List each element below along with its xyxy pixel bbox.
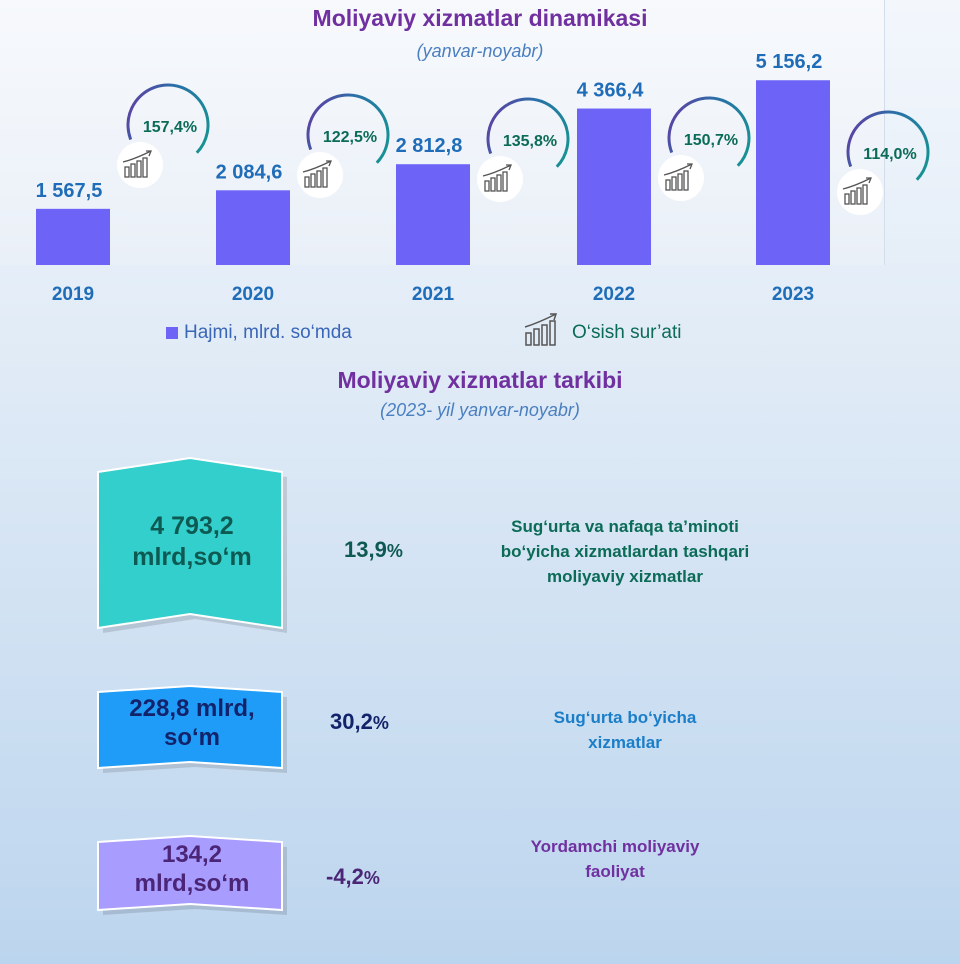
bar-value-label-2021: 2 812,8 <box>396 135 463 157</box>
bar-2023 <box>756 80 830 265</box>
growth-icon-bg-2023 <box>837 169 883 215</box>
bar-value-label-2023: 5 156,2 <box>756 51 823 73</box>
legend-volume-label: Hajmi, mlrd. so‘mda <box>184 322 352 343</box>
bar-growth-icon <box>122 150 152 178</box>
card-1-value: 4 793,2 mlrd,so‘m <box>132 512 252 571</box>
card-3-label: Yordamchi moliyaviy faoliyat <box>530 837 700 881</box>
structure-subtitle: (2023- yil yanvar-noyabr) <box>380 400 580 420</box>
bar-growth-icon <box>842 177 872 205</box>
bar-growth-icon <box>482 164 512 192</box>
growth-label-2023: 114,0% <box>863 146 916 163</box>
legend-growth-icon <box>524 313 558 346</box>
card-1-change: 13,9% <box>344 537 403 562</box>
year-label-2019: 2019 <box>52 284 94 305</box>
year-label-2023: 2023 <box>772 284 814 305</box>
bar-chart: 1 567,5 2019 157,4% 2 084,6 2020 122,5% 2 812,… <box>36 51 930 305</box>
structure-card-1: 4 793,2 mlrd,so‘m <box>96 456 288 634</box>
chart-subtitle: (yanvar-noyabr) <box>416 41 544 61</box>
card-1-label: Sug‘urta va nafaqa ta’minoti bo‘yicha xi… <box>500 517 750 586</box>
bar-2019 <box>36 208 110 265</box>
year-label-2022: 2022 <box>593 284 635 305</box>
growth-ring-2023 <box>846 110 930 194</box>
growth-icon-bg-2019 <box>117 142 163 188</box>
growth-icon-bg-2022 <box>658 155 704 201</box>
bar-value-label-2020: 2 084,6 <box>216 161 283 183</box>
growth-label-2022: 150,7% <box>684 132 738 149</box>
structure-title: Moliyaviy xizmatlar tarkibi <box>337 367 623 393</box>
card-3-change: -4,2% <box>326 864 380 889</box>
growth-ring-2020 <box>306 93 390 177</box>
card-2-change: 30,2% <box>330 709 389 734</box>
card-3-value: 134,2 mlrd,so‘m <box>134 841 250 897</box>
growth-icon-bg-2020 <box>297 152 343 198</box>
growth-icon-bg-2021 <box>477 156 523 202</box>
card-2-label: Sug‘urta bo‘yicha xizmatlar <box>553 708 697 752</box>
bar-growth-icon <box>302 160 332 188</box>
bar-2022 <box>577 108 651 266</box>
year-label-2020: 2020 <box>232 284 274 305</box>
growth-label-2021: 135,8% <box>503 133 557 150</box>
chart-title: Moliyaviy xizmatlar dinamikasi <box>312 5 648 31</box>
growth-label-2020: 122,5% <box>323 129 377 146</box>
legend-growth-label: O‘sish sur’ati <box>572 322 682 343</box>
growth-ring-2021 <box>486 97 570 181</box>
bar-growth-icon <box>663 163 693 191</box>
growth-ring-2019 <box>126 83 210 167</box>
bar-2021 <box>396 164 470 265</box>
growth-ring-2022 <box>667 96 751 180</box>
bar-value-label-2022: 4 366,4 <box>577 80 645 102</box>
card-2-value: 228,8 mlrd, so‘m <box>129 695 255 751</box>
growth-label-2019: 157,4% <box>143 119 197 136</box>
structure-card-2: 228,8 mlrd, so‘m <box>96 684 288 776</box>
legend-bar-swatch <box>166 327 178 339</box>
year-label-2021: 2021 <box>412 284 455 305</box>
bar-value-label-2019: 1 567,5 <box>36 180 103 202</box>
bar-2020 <box>216 190 290 265</box>
structure-card-3: 134,2 mlrd,so‘m <box>96 834 288 918</box>
